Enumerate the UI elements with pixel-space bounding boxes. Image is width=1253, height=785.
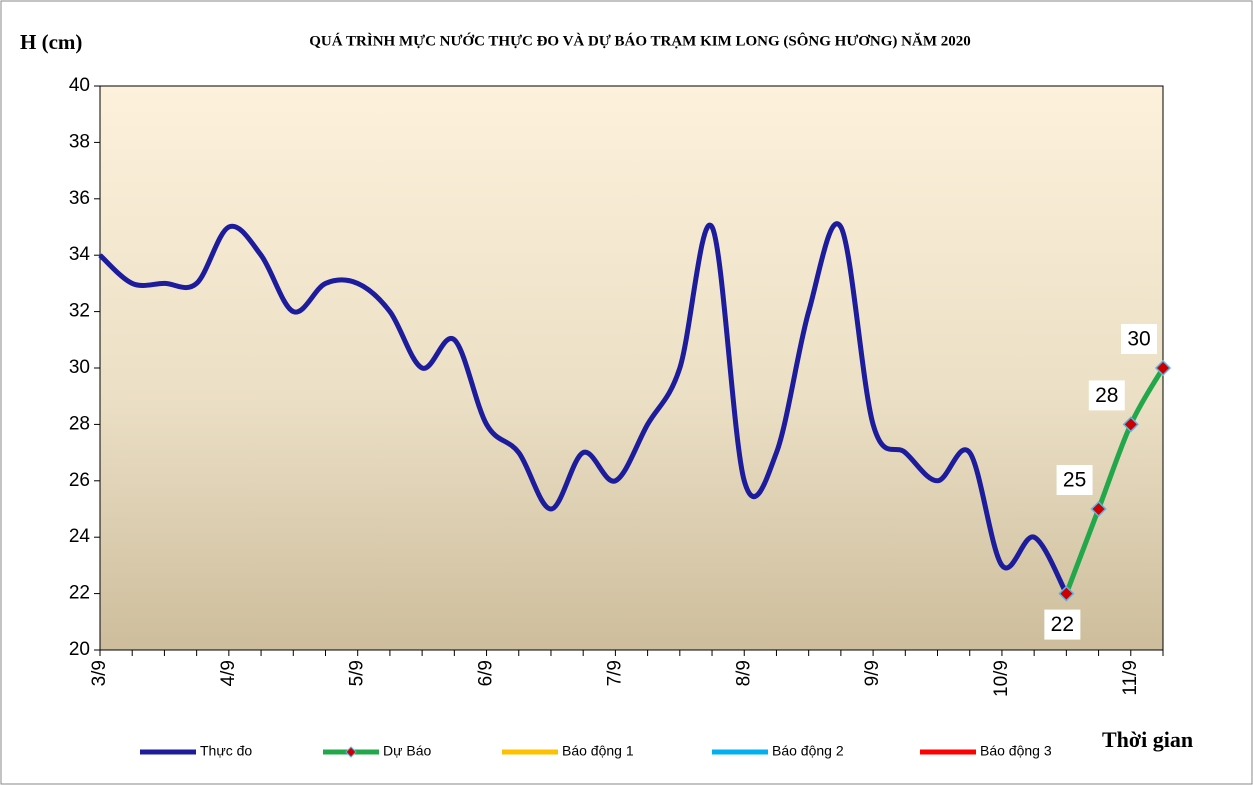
y-tick-label: 36 [69,188,90,209]
x-tick-label: 6/9 [476,660,497,686]
marker [1090,500,1107,518]
data-label: 30 [1127,328,1150,351]
x-tick-label: 8/9 [733,660,754,686]
x-tick-label: 3/9 [89,660,110,686]
legend-label: Báo động 2 [772,743,844,759]
marker [1122,416,1139,433]
y-tick-label: 24 [69,526,91,547]
chart-title: QUÁ TRÌNH MỰC NƯỚC THỰC ĐO VÀ DỰ BÁO TRẠ… [309,32,971,49]
data-label-box [1044,609,1081,640]
x-tick-label: 4/9 [218,660,239,686]
y-tick-label: 30 [69,357,90,378]
x-tick-label: 10/9 [991,660,1012,697]
y-tick-label: 22 [69,583,90,604]
legend-label: Báo động 3 [980,743,1052,759]
x-tick-label: 5/9 [347,660,368,686]
y-tick-label: 34 [69,244,91,265]
y-tick-label: 26 [69,470,90,491]
y-tick-label: 40 [69,75,90,96]
series-line [98,221,1069,595]
y-tick-label: 28 [69,413,90,434]
y-tick-label: 38 [69,131,90,152]
marker [1154,359,1172,377]
data-label: 25 [1063,469,1086,492]
legend: Thực đo Dự Báo Báo động 1 Báo động 2 Báo độn… [140,743,1052,759]
legend-label: Dự Báo [383,743,431,759]
x-tick-label: 11/9 [1120,660,1141,696]
x-tick-label: 9/9 [862,660,883,686]
data-label: 22 [1051,613,1074,636]
x-tick-label: 7/9 [604,660,625,686]
x-axis-label: Thời gian [1102,727,1193,752]
data-label-box [1088,380,1125,411]
marker [1058,585,1075,602]
data-label: 28 [1095,384,1118,407]
legend-label: Báo động 1 [562,743,634,759]
legend-marker [345,746,357,758]
y-tick-label: 32 [69,301,90,322]
plot-area [99,85,1164,651]
series-line [1064,366,1166,595]
legend-label: Thực đo [200,743,252,759]
y-axis-label: H (cm) [20,30,82,54]
y-tick-label: 20 [69,639,90,660]
data-label-box [1056,465,1093,495]
data-label-box [1121,324,1157,354]
